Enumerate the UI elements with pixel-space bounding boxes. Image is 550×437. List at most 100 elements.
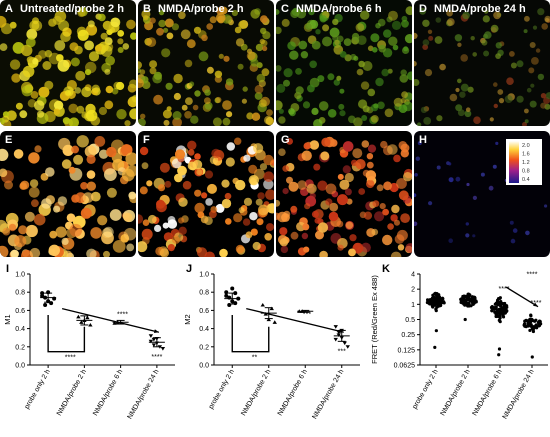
y-axis-label: M2 — [183, 314, 192, 324]
chart-letter: K — [382, 263, 390, 275]
cell-body — [537, 73, 545, 81]
cell-body — [57, 59, 70, 72]
cell-body — [405, 243, 412, 254]
data-point — [432, 299, 436, 303]
cell-body — [322, 36, 332, 47]
cell-body — [14, 235, 27, 248]
cell-body — [98, 13, 106, 22]
cell-body — [216, 12, 226, 23]
cell-body — [201, 192, 208, 199]
cell-body — [77, 8, 86, 18]
cell-body — [253, 143, 264, 154]
cell-body — [102, 20, 113, 31]
cell-body — [287, 41, 296, 50]
cell-body — [403, 46, 409, 52]
x-tick-label: NMDA/probe 6 h — [277, 368, 309, 417]
cell-body — [309, 140, 320, 150]
cell-body — [159, 162, 170, 173]
cell-body — [186, 39, 196, 49]
cell-body — [276, 9, 280, 15]
data-point — [459, 298, 464, 302]
cell-body — [260, 27, 267, 35]
cell-body — [524, 15, 530, 22]
cell-body — [457, 42, 462, 47]
cell-body — [315, 29, 321, 35]
cell-body — [529, 42, 536, 48]
cell-body — [211, 148, 221, 159]
cell-body — [86, 109, 98, 122]
cell-body — [76, 135, 89, 148]
cell-body — [262, 45, 268, 52]
cell-body — [289, 50, 299, 60]
cell-body — [366, 161, 374, 169]
cell-body — [427, 29, 433, 34]
cell-body — [490, 24, 499, 33]
cell-body — [49, 230, 58, 239]
cell-body — [32, 17, 39, 25]
cell-body — [367, 88, 376, 97]
cell-body — [111, 87, 119, 95]
cell-body — [154, 224, 162, 232]
cell-body — [290, 231, 299, 240]
cell-body — [0, 245, 9, 257]
cell-body — [103, 226, 114, 238]
cell-body — [112, 240, 126, 253]
cell-body — [259, 163, 268, 171]
cell-body — [295, 86, 304, 95]
cell-body — [32, 58, 39, 65]
cell-body — [394, 234, 405, 244]
cell-body — [196, 247, 208, 257]
cell-body — [319, 250, 328, 257]
micrograph-panel-c: C NMDA/probe 6 h — [276, 0, 412, 126]
cell-body — [497, 89, 504, 95]
data-point — [333, 325, 338, 329]
micrograph-panel-a: A Untreated/probe 2 h — [0, 0, 136, 126]
cell-body — [309, 192, 316, 200]
cell-body — [492, 164, 497, 169]
panel-label-b: B NMDA/probe 2 h — [143, 3, 244, 15]
cell-body — [417, 141, 422, 146]
cell-body — [218, 53, 224, 59]
cell-body — [187, 140, 197, 150]
cell-body — [406, 71, 412, 81]
cell-body — [344, 188, 352, 196]
cell-body — [512, 228, 518, 233]
cell-body — [360, 242, 371, 253]
cell-body — [260, 39, 268, 47]
chart-j: J 0.0 0.2 0.4 0.6 0.8 1.0 M2 probe only 2 h NMDA/… — [180, 263, 370, 437]
cell-body — [243, 197, 253, 206]
cell-body — [198, 51, 209, 62]
cell-body — [396, 178, 407, 189]
x-tick-label: NMDA/probe 6 h — [92, 368, 124, 417]
cell-body — [545, 17, 550, 22]
trend-label: *** — [303, 311, 311, 318]
cell-body — [276, 26, 282, 35]
cell-body — [245, 231, 253, 239]
cell-body — [428, 35, 434, 41]
cell-body — [86, 170, 96, 179]
y-tick-label: 2 — [411, 287, 415, 294]
colorbar-tick: 2.0 — [522, 143, 530, 149]
cell-body — [204, 170, 214, 179]
cell-body — [524, 108, 529, 114]
cell-body — [339, 51, 347, 58]
cell-body — [48, 244, 60, 256]
cell-body — [174, 149, 186, 160]
cell-body — [400, 69, 407, 76]
cell-body — [0, 43, 8, 51]
cell-body — [481, 39, 488, 46]
cell-body — [174, 173, 183, 183]
cell-body — [325, 183, 337, 195]
cell-body — [68, 117, 79, 126]
panel-title: NMDA/probe 2 h — [154, 3, 244, 15]
data-point — [462, 294, 466, 298]
trend-arrowhead — [338, 329, 344, 334]
significance-bracket — [231, 314, 270, 353]
bracket-label: **** — [65, 355, 76, 362]
cell-body — [190, 115, 199, 124]
cell-body — [333, 79, 340, 86]
y-tick-label: 0.4 — [199, 326, 209, 333]
cell-body — [535, 48, 541, 53]
cell-body — [266, 109, 273, 116]
